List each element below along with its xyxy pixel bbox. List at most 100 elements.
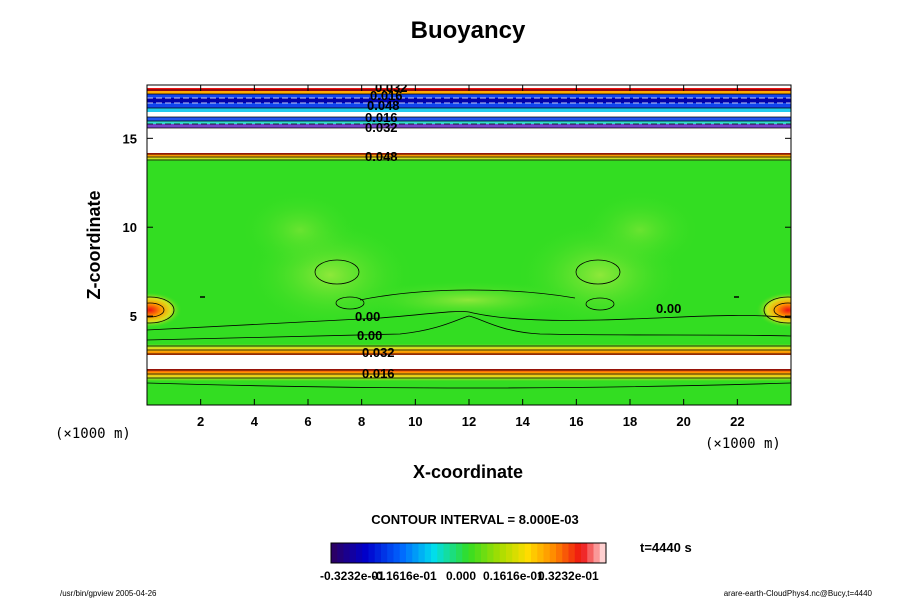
- x-tick-label: 6: [304, 414, 311, 429]
- colorbar-swatch: [374, 543, 382, 563]
- colorbar-swatch: [581, 543, 588, 563]
- contour-label: 0.032: [375, 80, 408, 95]
- colorbar-swatch: [574, 543, 582, 563]
- colorbar-tick: -0.1616e-01: [372, 569, 437, 583]
- x-tick-label: 20: [676, 414, 690, 429]
- x-tick-label: 10: [408, 414, 422, 429]
- time-text: t=4440 s: [640, 540, 692, 555]
- band-lower-2: [147, 369, 791, 381]
- colorbar-swatch: [393, 543, 401, 563]
- colorbar-frame: [330, 542, 607, 564]
- y-tick-label: 5: [130, 309, 137, 324]
- colorbar-swatch: [337, 543, 344, 563]
- x-tick-label: 16: [569, 414, 583, 429]
- colorbar-swatch: [468, 543, 476, 563]
- contour-label: 0.048: [367, 98, 400, 113]
- y-unit-label: (×1000 m): [55, 426, 131, 442]
- top-band-purple: [147, 124, 791, 128]
- contour-label-upper: 0.048: [365, 149, 398, 164]
- plot-area: 0.032 0.016 0.048 0.016 0.032 0.048 0.00…: [147, 80, 791, 405]
- colorbar-swatch: [487, 543, 494, 563]
- colorbar-swatch: [474, 543, 482, 563]
- x-tick-label: 22: [730, 414, 744, 429]
- colorbar-swatch: [587, 543, 594, 563]
- colorbar-swatch: [412, 543, 419, 563]
- x-axis: 2 4 6 8 10 12 14 16 18 20 22: [197, 85, 745, 429]
- contour-label-lower-1: 0.032: [362, 345, 395, 360]
- colorbar-tick: -0.3232e-01: [320, 569, 385, 583]
- top-band-white2: [147, 112, 791, 117]
- contour-label-zero-3: 0.00: [656, 301, 681, 316]
- colorbar-swatch: [431, 543, 438, 563]
- colorbar-swatch: [506, 543, 513, 563]
- contour-label-lower-2: 0.016: [362, 366, 395, 381]
- top-label-cluster: 0.032 0.016 0.048 0.016 0.032: [365, 80, 408, 135]
- colorbar-swatch: [531, 543, 538, 563]
- colorbar-swatch: [593, 543, 601, 563]
- contour-interval-text: CONTOUR INTERVAL = 8.000E-03: [371, 512, 578, 527]
- colorbar-swatch: [568, 543, 576, 563]
- colorbar-swatch: [424, 543, 432, 563]
- colorbar-ticks: -0.3232e-01 -0.1616e-01 0.000 0.1616e-01…: [320, 569, 599, 583]
- colorbar: [331, 543, 607, 563]
- colorbar-swatch: [362, 543, 369, 563]
- colorbar-swatch: [493, 543, 501, 563]
- contour-lines: [147, 89, 791, 389]
- x-tick-label: 18: [623, 414, 637, 429]
- colorbar-swatch: [456, 543, 463, 563]
- band-lower-white: [147, 355, 791, 369]
- top-band-cyan: [147, 108, 791, 112]
- colorbar-swatch: [356, 543, 363, 563]
- top-band-orange: [147, 91, 791, 94]
- x-tick-label: 4: [251, 414, 259, 429]
- colorbar-swatch: [556, 543, 563, 563]
- y-axis-label: Z-coordinate: [84, 190, 104, 299]
- contour-label: 0.016: [365, 110, 398, 125]
- contour-label: 0.032: [365, 120, 398, 135]
- colorbar-swatch: [406, 543, 413, 563]
- x-tick-label: 8: [358, 414, 365, 429]
- y-tick-label: 10: [123, 220, 137, 235]
- colorbar-swatch: [331, 543, 338, 563]
- x-unit-label: (×1000 m): [705, 436, 781, 452]
- colorbar-swatch: [449, 543, 457, 563]
- top-band-darkblue: [147, 98, 791, 103]
- top-band-blue2: [147, 117, 791, 121]
- contour-label-zero-2: 0.00: [357, 328, 382, 343]
- colorbar-swatch: [399, 543, 407, 563]
- footer-right: arare-earth-CloudPhys4.nc@Bucy,t=4440: [724, 589, 873, 598]
- colorbar-swatch: [549, 543, 557, 563]
- colorbar-swatch: [524, 543, 532, 563]
- light-region-mid-right: [580, 190, 700, 270]
- hot-spot-left: [147, 292, 182, 328]
- colorbar-swatch: [599, 543, 607, 563]
- x-axis-label: X-coordinate: [413, 462, 523, 482]
- colorbar-swatch: [562, 543, 569, 563]
- colorbar-tick: 0.000: [446, 569, 476, 583]
- x-tick-label: 12: [462, 414, 476, 429]
- colorbar-swatch: [512, 543, 519, 563]
- footer-left: /usr/bin/gpview 2005-04-26: [60, 589, 157, 598]
- top-band-white3: [147, 128, 791, 154]
- colorbar-swatch: [462, 543, 469, 563]
- colorbar-swatch: [481, 543, 488, 563]
- colorbar-swatch: [518, 543, 526, 563]
- x-tick-label: 14: [515, 414, 530, 429]
- colorbar-swatch: [387, 543, 394, 563]
- colorbar-swatch: [537, 543, 544, 563]
- light-region-center: [348, 280, 588, 320]
- colorbar-swatch: [437, 543, 444, 563]
- chart-title: Buoyancy: [411, 17, 526, 44]
- hot-spot-right: [756, 292, 791, 328]
- colorbar-swatch: [368, 543, 376, 563]
- colorbar-swatch: [381, 543, 388, 563]
- colorbar-tick: 0.1616e-01: [483, 569, 544, 583]
- contour-label: 0.016: [370, 88, 403, 103]
- colorbar-swatch: [343, 543, 351, 563]
- y-axis: 5 10 15: [123, 131, 791, 324]
- colorbar-swatch: [499, 543, 507, 563]
- y-tick-label: 15: [123, 131, 137, 146]
- colorbar-swatch: [349, 543, 357, 563]
- top-band-cyan2: [147, 121, 791, 124]
